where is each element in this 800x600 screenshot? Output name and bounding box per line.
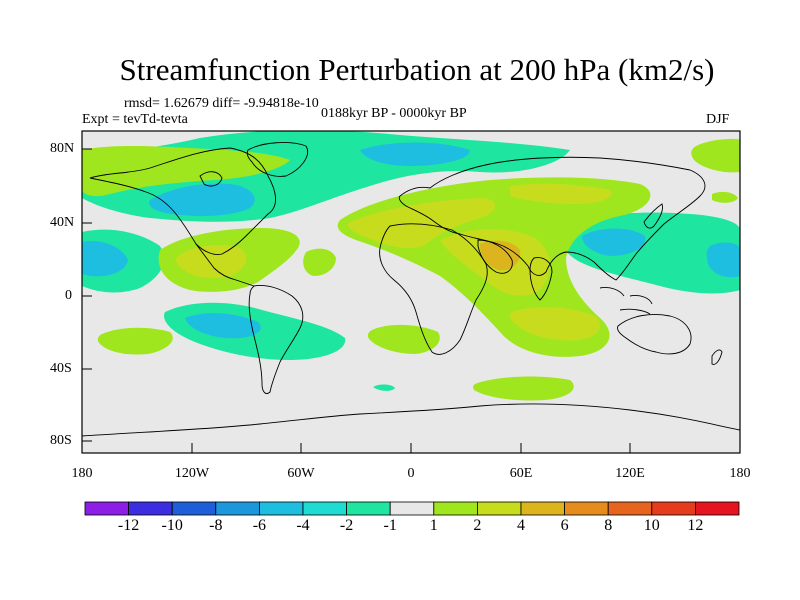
y-axis-label: 80N <box>50 141 75 156</box>
x-axis-label: 120W <box>174 466 210 481</box>
coast-south-america <box>248 285 304 395</box>
colorbar-box <box>258 501 304 516</box>
x-axis-label: 0 <box>407 466 415 481</box>
coast-new-zealand <box>711 349 723 365</box>
x-axis-label: 180 <box>71 466 93 481</box>
coast-north-america <box>89 147 276 255</box>
pos-region-tropical-atlantic <box>303 248 336 276</box>
colorbar-label: -6 <box>252 517 267 534</box>
colorbar-label: -1 <box>383 517 397 534</box>
coast-europe-asia <box>398 156 706 281</box>
coast-greenland <box>246 142 308 177</box>
coast-arabia <box>477 239 513 274</box>
colorbar-box <box>128 501 173 516</box>
pos-region-middle-east-core <box>480 240 521 271</box>
colorbar-box <box>302 501 347 516</box>
colorbar-box <box>389 501 435 516</box>
colorbar-label: 4 <box>517 517 525 534</box>
coast-central-america <box>195 243 255 287</box>
colorbar-box <box>520 501 565 516</box>
y-axis-label: 40S <box>50 361 72 376</box>
pos-region-south-indian <box>510 307 600 341</box>
coast-africa <box>379 223 488 355</box>
colorbar-label: 10 <box>643 517 660 534</box>
pos-region-southern-ocean <box>473 376 574 401</box>
colorbar-box <box>346 501 391 516</box>
x-axis-label: 180 <box>729 466 751 481</box>
colorbar-label: -12 <box>117 517 140 534</box>
axis-ticks <box>81 148 741 453</box>
x-axis-label: 120E <box>615 466 645 481</box>
pos-region-southwest-pacific <box>97 327 173 355</box>
coast-hudson-bay <box>199 171 223 187</box>
neg-region-arctic-core <box>360 142 470 166</box>
rmsd-stats-text: rmsd= 1.62679 diff= -9.94818e-10 <box>124 96 319 111</box>
pos-region-north-pacific <box>82 146 290 197</box>
colorbar-box <box>476 501 522 516</box>
pos-region-central-asia <box>510 183 612 204</box>
colorbar-box <box>171 501 217 516</box>
colorbar-box <box>651 501 696 516</box>
neg-region-dateline-core <box>706 242 740 278</box>
colorbar-label: -2 <box>339 517 354 534</box>
colorbar-label: 1 <box>429 517 438 534</box>
pos-region-south-atlantic <box>367 324 440 354</box>
x-axis-label: 60E <box>509 466 533 481</box>
coastlines <box>82 142 740 437</box>
colorbar-box <box>607 501 653 516</box>
colorbar-box <box>215 501 260 516</box>
pos-region-caribbean-core <box>176 245 247 278</box>
colorbar-label: -10 <box>161 517 183 534</box>
coast-japan <box>643 203 663 229</box>
colorbar-box <box>84 501 129 516</box>
colorbar <box>84 501 740 516</box>
colorbar-label: -8 <box>209 517 223 534</box>
pos-region-eurasia-mid <box>348 198 495 249</box>
coast-antarctica <box>82 403 740 437</box>
season-label: DJF <box>706 112 730 127</box>
colorbar-box <box>695 501 740 516</box>
contour-fills <box>82 131 740 401</box>
x-axis-label: 60W <box>287 466 315 481</box>
colorbar-label: 12 <box>687 517 704 534</box>
y-axis-label: 40N <box>50 215 75 230</box>
pos-region-far-east-small <box>712 191 738 203</box>
neg-region-north-atlantic-core <box>149 183 255 216</box>
colorbar-label: 2 <box>473 517 482 534</box>
neg-region-south-america-core <box>185 313 261 339</box>
coast-southeast-asia-islands <box>599 287 653 315</box>
neg-region-south-atlantic-small <box>373 384 395 391</box>
colorbar-box <box>433 501 478 516</box>
y-axis-label: 80S <box>50 433 72 448</box>
period-label: 0188kyr BP - 0000kyr BP <box>321 106 467 121</box>
pos-region-far-east-arctic <box>691 138 740 173</box>
y-axis-label: 0 <box>65 288 72 303</box>
neg-region-east-pacific-core <box>82 240 128 277</box>
colorbar-label: 6 <box>560 517 569 534</box>
colorbar-box <box>564 501 609 516</box>
colorbar-label: -4 <box>296 517 310 534</box>
map-title: Streamfunction Perturbation at 200 hPa (… <box>119 52 715 87</box>
experiment-label: Expt = tevTd-tevta <box>82 112 188 127</box>
coast-australia <box>617 314 692 355</box>
coast-india <box>529 257 553 301</box>
neg-region-west-pacific-core <box>582 228 646 256</box>
colorbar-label: 8 <box>604 517 613 534</box>
